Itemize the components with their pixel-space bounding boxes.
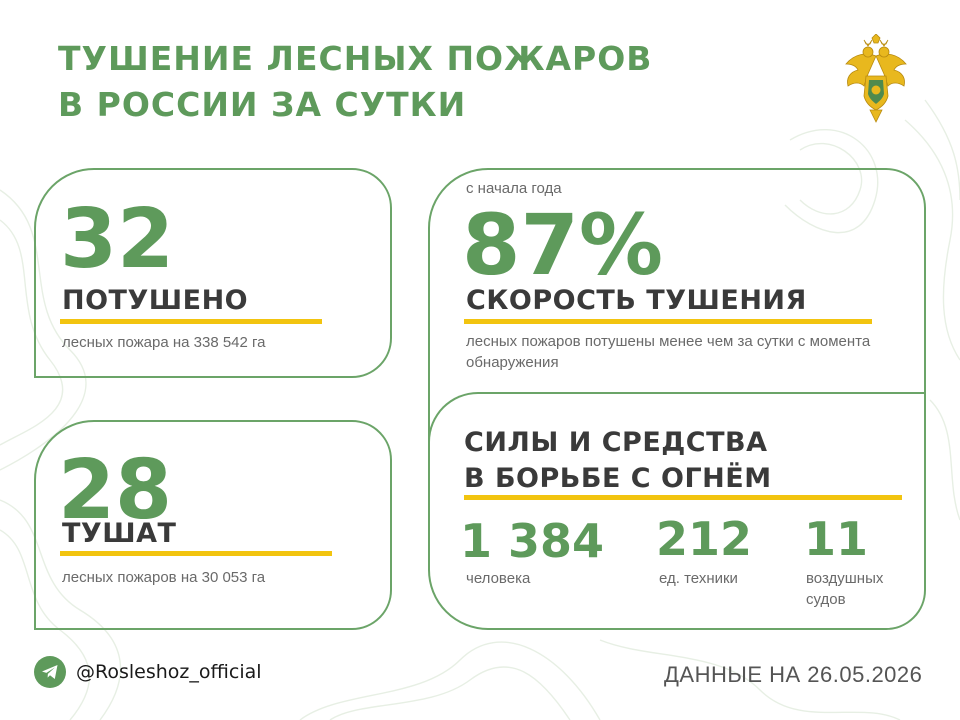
telegram-handle[interactable]: @Rosleshoz_official (76, 661, 262, 683)
stat-aircraft-label: воздушных судов (806, 570, 884, 608)
burning-label: ТУШАТ (62, 518, 177, 549)
stat-aircraft-value: 11 (804, 512, 869, 566)
speed-label: СКОРОСТЬ ТУШЕНИЯ (466, 285, 807, 316)
forces-heading-line-2: В БОРЬБЕ С ОГНЁМ (464, 463, 772, 494)
forces-heading-line-1: СИЛЫ И СРЕДСТВА (464, 427, 768, 458)
burning-underline (60, 551, 332, 556)
telegram-link[interactable]: @Rosleshoz_official (34, 656, 262, 688)
speed-underline (464, 319, 872, 324)
speed-pretitle: с начала года (466, 180, 562, 197)
speed-note: лесных пожаров потушены менее чем за сут… (466, 333, 871, 371)
telegram-icon (34, 656, 66, 688)
stat-vehicles-label: ед. техники (659, 570, 738, 587)
extinguished-count: 32 (60, 192, 175, 287)
forces-heading: СИЛЫ И СРЕДСТВА В БОРЬБЕ С ОГНЁМ (464, 425, 772, 497)
data-date: ДАННЫЕ НА 26.05.2026 (664, 662, 923, 687)
stat-people-value: 1 384 (460, 514, 605, 568)
speed-percent: 87% (462, 196, 664, 294)
title-line-2: В РОССИИ ЗА СУТКИ (58, 85, 467, 124)
extinguished-note: лесных пожара на 338 542 га (62, 334, 266, 351)
extinguished-underline (60, 319, 322, 324)
stat-people-label: человека (466, 570, 531, 587)
forces-underline (464, 495, 902, 500)
stat-vehicles-value: 212 (656, 512, 753, 566)
burning-card (34, 420, 392, 630)
burning-note: лесных пожаров на 30 053 га (62, 569, 266, 586)
extinguished-label: ПОТУШЕНО (62, 285, 249, 316)
title-line-1: ТУШЕНИЕ ЛЕСНЫХ ПОЖАРОВ (58, 39, 653, 78)
extinguished-card (34, 168, 392, 378)
double-headed-eagle-emblem-icon (845, 34, 907, 123)
burning-count: 28 (58, 443, 173, 538)
page-title: ТУШЕНИЕ ЛЕСНЫХ ПОЖАРОВ В РОССИИ ЗА СУТКИ (58, 36, 652, 128)
